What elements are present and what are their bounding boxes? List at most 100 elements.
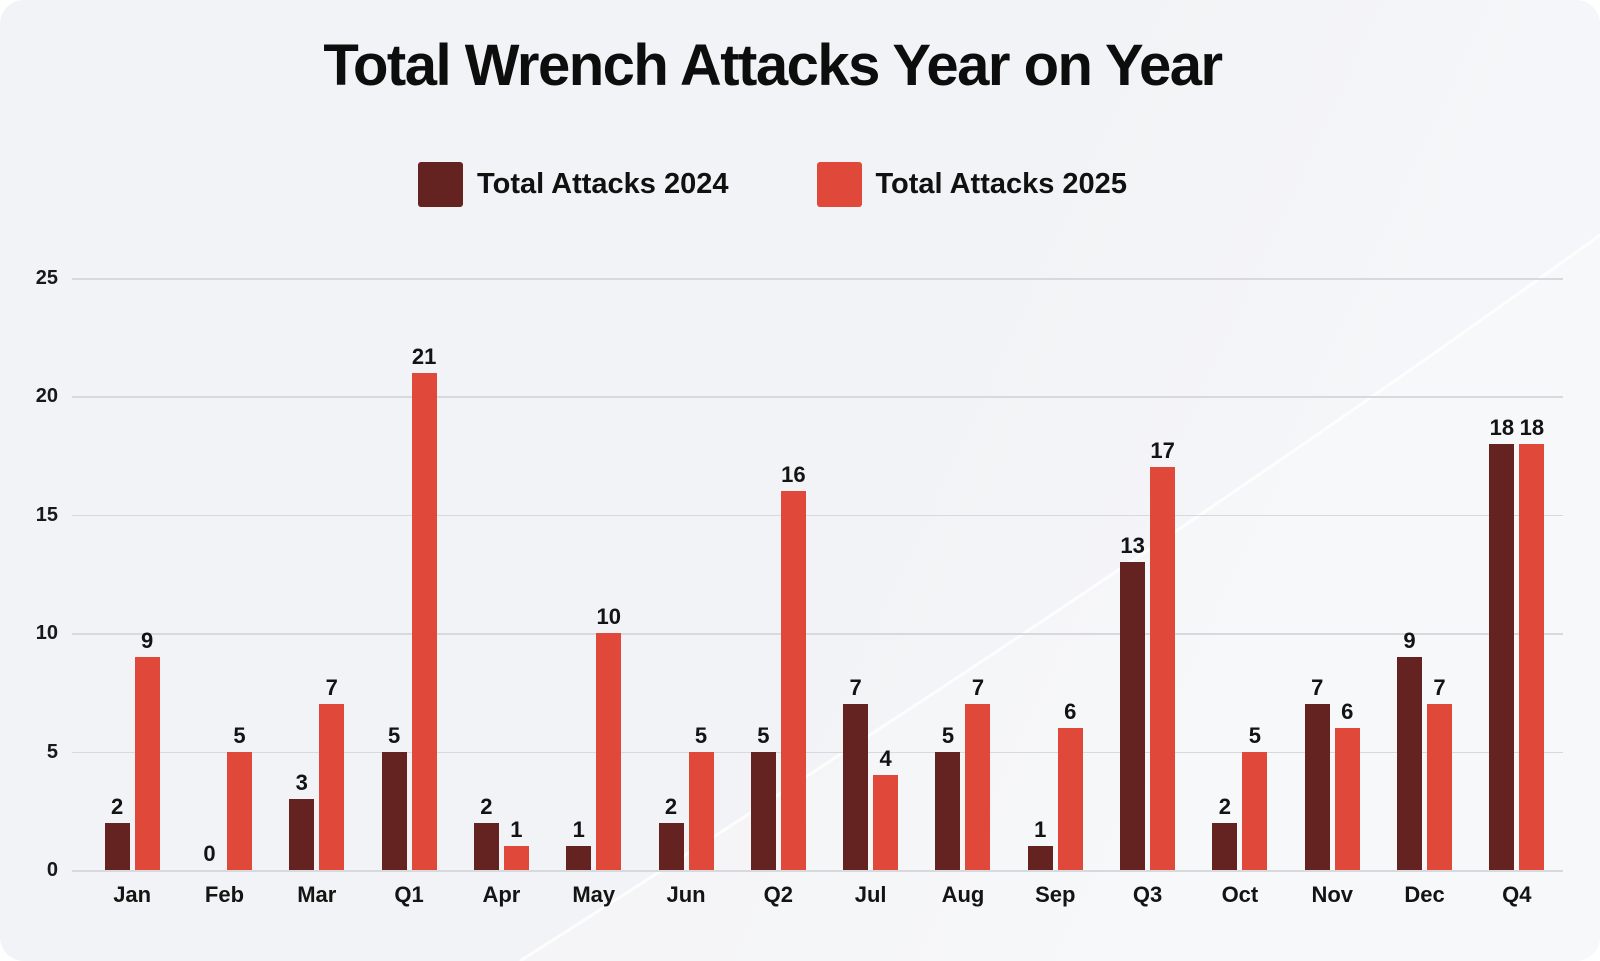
value-label: 6 bbox=[1341, 698, 1354, 724]
gridline bbox=[72, 514, 1563, 517]
value-label: 16 bbox=[781, 462, 806, 488]
y-tick-label: 15 bbox=[35, 503, 58, 526]
bar-2024 bbox=[1397, 656, 1423, 870]
legend-label-2024: Total Attacks 2024 bbox=[477, 168, 729, 200]
value-label: 7 bbox=[1311, 675, 1324, 701]
bar-column: 17 bbox=[1150, 278, 1176, 870]
bar-group: 18 18 Q4 bbox=[1471, 278, 1563, 906]
value-label: 0 bbox=[203, 841, 216, 866]
x-tick-label: Jun bbox=[666, 882, 706, 907]
bar-group: 1 6 Sep bbox=[1009, 278, 1101, 906]
value-label: 5 bbox=[941, 722, 955, 748]
bar-column: 21 bbox=[411, 278, 437, 870]
bar-groups: 2 9 Jan 0 5 Feb 3 7 Mar 5 21 Q1 2 1 Apr 1 10 May 2 5 Jun 5 16 Q… bbox=[86, 278, 1563, 906]
x-tick-label: Jan bbox=[113, 882, 152, 907]
legend-label-2025: Total Attacks 2025 bbox=[875, 168, 1127, 200]
plot-area: 2 9 Jan 0 5 Feb 3 7 Mar 5 21 Q1 2 1 Apr 1 10 May 2 5 Jun 5 16 Q… bbox=[72, 278, 1563, 906]
chart-title: Total Wrench Attacks Year on Year bbox=[323, 33, 1223, 98]
bar-column: 2 bbox=[1212, 278, 1238, 870]
bar-group: 13 17 Q3 bbox=[1101, 278, 1193, 906]
value-label: 9 bbox=[141, 627, 154, 653]
value-label: 2 bbox=[111, 793, 124, 819]
bar-column: 13 bbox=[1120, 278, 1146, 870]
bar-group: 9 7 Dec bbox=[1378, 278, 1470, 906]
gridline bbox=[72, 278, 1563, 280]
bar-column: 7 bbox=[1304, 278, 1330, 870]
y-tick-label: 0 bbox=[46, 859, 58, 881]
bar-column: 9 bbox=[1397, 278, 1423, 870]
bar-2024 bbox=[289, 799, 315, 870]
bar-2025 bbox=[411, 372, 437, 870]
bar-2025 bbox=[226, 751, 252, 870]
bar-2024 bbox=[104, 822, 130, 870]
bar-column: 2 bbox=[104, 278, 130, 870]
bar-column: 1 bbox=[1027, 278, 1053, 870]
bar-2025 bbox=[873, 775, 899, 870]
bar-2025 bbox=[1427, 704, 1453, 870]
legend-swatch-2024-icon bbox=[418, 162, 464, 207]
gridline bbox=[72, 633, 1563, 635]
bar-group: 2 5 Oct bbox=[1194, 278, 1286, 906]
bar-column: 5 bbox=[381, 278, 407, 870]
bar-2024 bbox=[1212, 822, 1238, 870]
bar-2025 bbox=[688, 751, 714, 870]
value-label: 5 bbox=[757, 722, 770, 748]
value-label: 3 bbox=[295, 770, 308, 795]
bar-pair: 13 17 bbox=[1120, 278, 1176, 870]
bar-group: 5 16 Q2 bbox=[732, 278, 824, 906]
gridline bbox=[72, 396, 1563, 398]
x-tick-label: Q1 bbox=[394, 882, 424, 907]
value-label: 5 bbox=[1248, 722, 1262, 748]
x-tick-label: Q2 bbox=[763, 882, 794, 907]
y-tick-label: 25 bbox=[35, 267, 58, 289]
bar-group: 2 5 Jun bbox=[640, 278, 732, 906]
bar-2024 bbox=[1120, 562, 1146, 870]
bar-2025 bbox=[1057, 727, 1083, 870]
bar-group: 5 7 Aug bbox=[917, 278, 1009, 906]
bar-column: 5 bbox=[750, 278, 776, 870]
bar-group: 3 7 Mar bbox=[271, 278, 363, 906]
bar-column: 7 bbox=[965, 278, 991, 870]
x-tick-label: Nov bbox=[1311, 882, 1353, 907]
bar-2024 bbox=[381, 751, 407, 870]
gridline bbox=[72, 870, 1563, 872]
legend-item-2025: Total Attacks 2025 bbox=[816, 162, 1127, 207]
bar-2024 bbox=[1304, 704, 1330, 870]
bar-2025 bbox=[319, 704, 345, 870]
bar-column: 5 bbox=[1242, 278, 1268, 870]
gridline bbox=[72, 751, 1563, 754]
bar-column: 6 bbox=[1334, 278, 1360, 870]
y-tick-label: 10 bbox=[35, 622, 58, 645]
value-label: 1 bbox=[1034, 817, 1047, 843]
value-label: 2 bbox=[1218, 793, 1232, 819]
bar-2024 bbox=[658, 822, 684, 870]
bar-pair: 18 18 bbox=[1489, 278, 1545, 870]
bar-column: 3 bbox=[289, 278, 315, 870]
bar-2024 bbox=[935, 751, 961, 870]
value-label: 4 bbox=[879, 746, 892, 772]
bar-pair: 1 10 bbox=[566, 278, 622, 870]
bar-2025 bbox=[596, 633, 622, 870]
x-tick-label: May bbox=[572, 882, 616, 907]
x-tick-label: Feb bbox=[204, 882, 245, 907]
bar-2025 bbox=[1150, 467, 1176, 870]
bar-2025 bbox=[1334, 727, 1360, 870]
bar-column: 6 bbox=[1057, 278, 1083, 870]
legend-swatch-2025-icon bbox=[816, 162, 862, 207]
value-label: 7 bbox=[849, 675, 862, 701]
value-label: 10 bbox=[596, 604, 621, 630]
bar-column: 7 bbox=[1427, 278, 1453, 870]
legend-item-2024: Total Attacks 2024 bbox=[418, 162, 729, 207]
bar-2025 bbox=[780, 491, 806, 870]
value-label: 21 bbox=[411, 343, 437, 369]
bar-group: 1 10 May bbox=[548, 278, 640, 906]
x-tick-label: Jul bbox=[854, 882, 887, 907]
bar-column: 7 bbox=[319, 278, 345, 870]
bar-2024 bbox=[843, 704, 869, 870]
